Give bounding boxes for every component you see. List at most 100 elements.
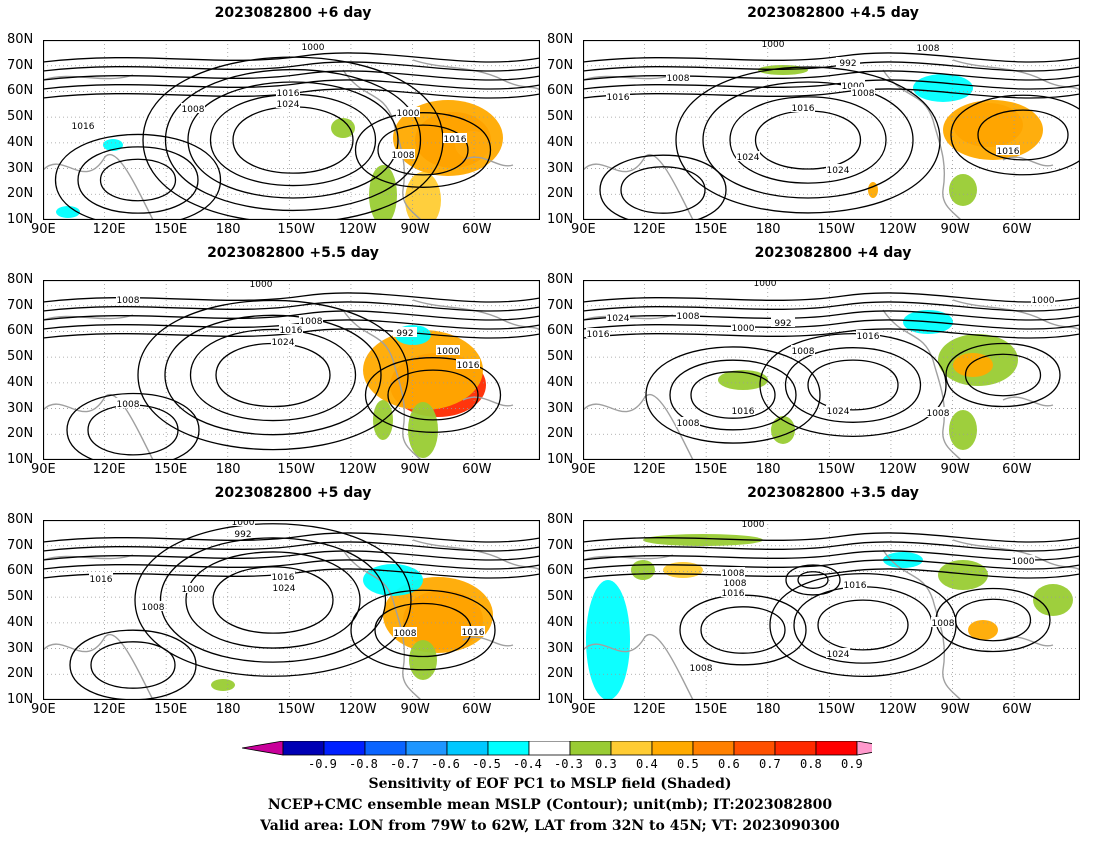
- contour-label-bg: [89, 573, 113, 583]
- contour-label: 1008: [667, 74, 690, 84]
- contour-label-bg: [276, 87, 300, 97]
- lat-tick-label: 80N: [547, 512, 574, 527]
- lat-tick-label: 10N: [547, 212, 574, 227]
- mslp-contour: [583, 79, 1080, 90]
- contour-label: 1000: [1032, 296, 1055, 306]
- contour-label: 1000: [302, 43, 325, 53]
- lon-tick-label: 90E: [571, 462, 596, 477]
- mslp-contour: [43, 532, 540, 543]
- coastline: [43, 393, 154, 460]
- mslp-contour: [817, 599, 909, 651]
- mslp-contour: [87, 404, 179, 456]
- panel-frame: [43, 280, 540, 460]
- contour-label: 992: [774, 319, 791, 329]
- contour-label-bg: [723, 577, 747, 587]
- colorbar-tick-label: -0.4: [513, 757, 542, 771]
- contour-label: 1000: [182, 585, 205, 595]
- sensitivity-shading: [331, 118, 355, 138]
- lon-tick-label: 180: [755, 222, 781, 237]
- lat-tick-label: 50N: [7, 349, 34, 365]
- sensitivity-shading: [408, 402, 438, 458]
- lon-tick-label: 90E: [571, 702, 596, 717]
- contour-label-bg: [761, 40, 785, 48]
- mslp-contour: [583, 328, 1080, 339]
- colorbar-segment: [651, 741, 694, 756]
- sensitivity-shading: [631, 560, 655, 580]
- lon-tick-label: 90E: [31, 462, 56, 477]
- mslp-contour: [690, 371, 776, 419]
- mslp-contour: [807, 359, 899, 411]
- contour-label-bg: [741, 520, 765, 528]
- lon-tick-label: 120E: [632, 462, 666, 477]
- contour-label-bg: [771, 317, 795, 327]
- sensitivity-shading: [586, 580, 630, 700]
- contour-label: 1016: [462, 628, 485, 638]
- mslp-contour: [43, 88, 540, 99]
- panel-frame: [583, 520, 1080, 700]
- contour-label: 1008: [724, 579, 747, 589]
- lon-tick-label: 60W: [462, 462, 492, 477]
- lat-tick-label: 30N: [7, 400, 34, 416]
- lon-tick-label: 150E: [154, 702, 188, 717]
- map-panel-d4: 1000 1024 1008 1016 1000 992 1016 1008 1000 1016 1…: [583, 280, 1080, 460]
- contour-label: 1008: [394, 629, 417, 639]
- contour-label: 1016: [587, 330, 610, 340]
- mslp-contour: [793, 586, 933, 664]
- contour-label-bg: [791, 345, 815, 355]
- contour-label: 1016: [72, 122, 95, 132]
- mslp-contour: [215, 342, 331, 408]
- mslp-contour: [209, 93, 377, 187]
- sensitivity-shading: [968, 620, 998, 640]
- contour-label-bg: [393, 627, 417, 637]
- mslp-contour: [759, 332, 947, 438]
- contour-label: 1024: [273, 584, 296, 594]
- sensitivity-shading: [405, 172, 441, 220]
- colorbar-tick-label: 0.9: [841, 757, 863, 771]
- mslp-contour: [583, 319, 1080, 330]
- mslp-contour: [583, 568, 1080, 579]
- lon-tick-label: 60W: [462, 222, 492, 237]
- colorbar-segment: [282, 741, 325, 756]
- contour-label: 1024: [827, 650, 850, 660]
- contour-label-bg: [299, 315, 323, 325]
- colorbar-segment: [692, 741, 735, 756]
- mslp-contour: [43, 301, 540, 312]
- contour-label: 1024: [827, 166, 850, 176]
- colorbar-segment: [815, 741, 858, 756]
- contour-label: 1016: [732, 407, 755, 417]
- lat-tick-label: 70N: [7, 537, 34, 553]
- colorbar-tick-label: 0.7: [759, 757, 781, 771]
- lon-tick-label: 180: [755, 462, 781, 477]
- lat-tick-label: 60N: [547, 83, 574, 99]
- colorbar-tick-label: 0.6: [718, 757, 740, 771]
- coastline: [462, 396, 514, 407]
- lat-tick-label: 30N: [547, 400, 574, 416]
- mslp-contour: [43, 61, 540, 72]
- contour-label-bg: [276, 98, 300, 108]
- contour-label-bg: [271, 336, 295, 346]
- lon-tick-label: 150W: [817, 222, 856, 237]
- lon-tick-label: 60W: [1002, 462, 1032, 477]
- contour-label: 1024: [737, 153, 760, 163]
- mslp-contour: [43, 550, 540, 561]
- contour-label-bg: [181, 583, 205, 593]
- mslp-contour: [583, 310, 1080, 321]
- contour-label-bg: [736, 151, 760, 161]
- contour-label: 1000: [250, 280, 273, 290]
- contour-label: 1008: [677, 419, 700, 429]
- contour-label-bg: [1011, 555, 1035, 565]
- lon-tick-label: 150E: [694, 222, 728, 237]
- mslp-contour: [187, 81, 399, 199]
- coastline: [462, 156, 514, 167]
- sensitivity-shading: [211, 679, 235, 691]
- sensitivity-shading: [369, 165, 397, 220]
- sensitivity-shading: [938, 560, 988, 590]
- contour-label: 1024: [827, 407, 850, 417]
- coastline: [43, 74, 134, 81]
- lon-tick-label: 120W: [878, 702, 917, 717]
- lon-tick-label: 60W: [462, 702, 492, 717]
- mslp-contour: [950, 94, 1080, 176]
- coastline: [583, 153, 694, 220]
- mslp-contour: [164, 314, 382, 436]
